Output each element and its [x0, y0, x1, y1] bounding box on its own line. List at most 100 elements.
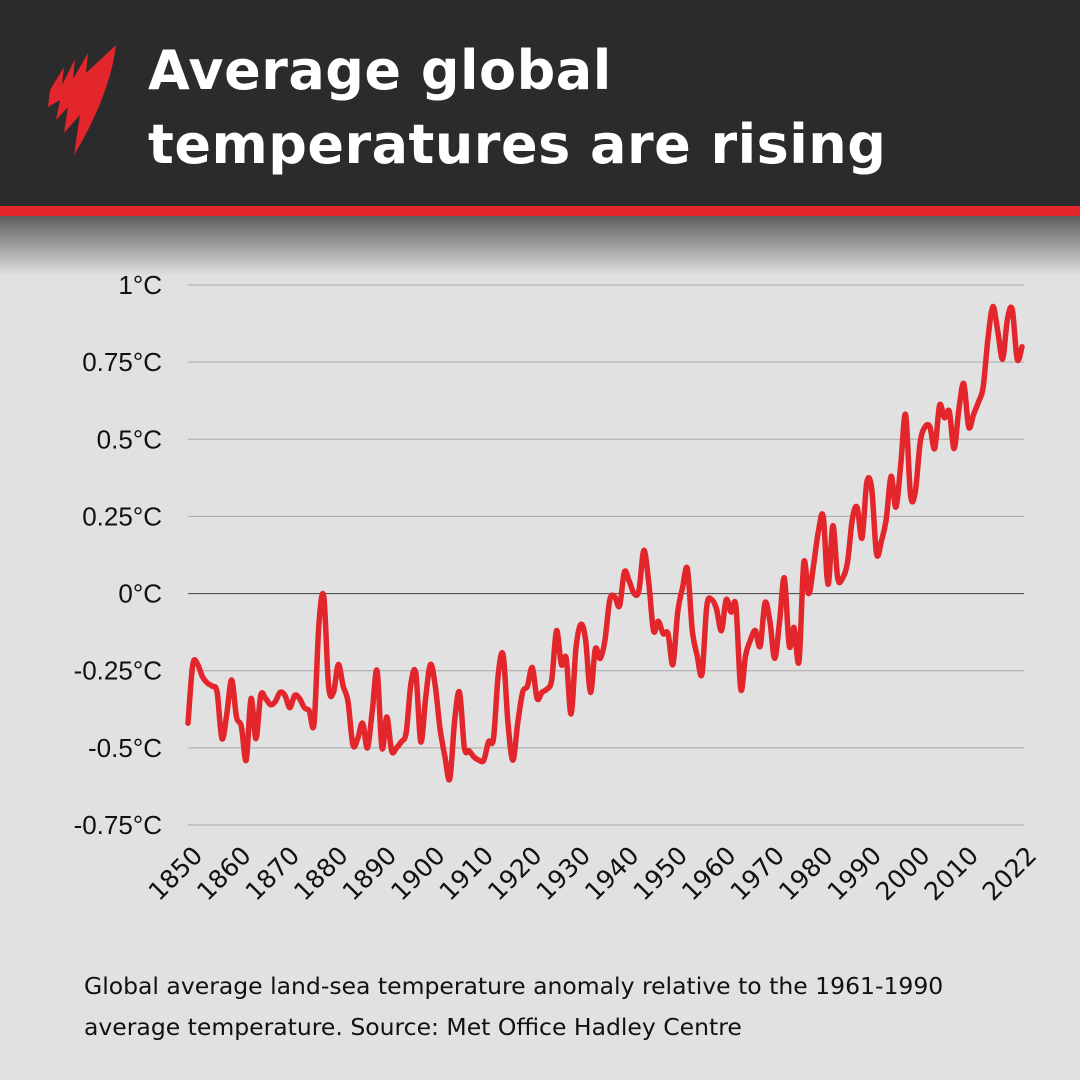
data-point [762, 600, 768, 605]
data-point [738, 687, 743, 692]
data-point [370, 708, 375, 713]
data-point [956, 406, 962, 411]
data-point [447, 776, 452, 781]
x-tick-label: 1970 [725, 841, 790, 906]
data-point [244, 758, 249, 763]
data-point [428, 662, 433, 667]
data-point [374, 668, 380, 673]
data-point [350, 742, 356, 747]
data-point [345, 699, 351, 704]
data-point [248, 696, 254, 701]
x-tick-label: 1910 [434, 841, 499, 906]
temperature-anomaly-line [185, 303, 1025, 783]
data-point [214, 690, 220, 695]
data-point [641, 548, 646, 553]
data-point [200, 674, 205, 680]
data-point [282, 693, 288, 698]
accent-stripe [0, 206, 1080, 216]
data-point [588, 690, 593, 695]
y-tick-label: -0.5°C [88, 733, 162, 763]
data-point [971, 412, 976, 417]
data-point [743, 653, 748, 658]
data-point [520, 690, 525, 695]
data-point [942, 415, 947, 420]
data-point [336, 662, 341, 667]
y-tick-label: 0°C [118, 579, 162, 609]
data-point [583, 637, 588, 643]
data-point [341, 683, 346, 689]
data-point [307, 708, 312, 713]
data-point [879, 538, 884, 544]
data-point [990, 304, 996, 309]
data-point [413, 671, 419, 676]
data-point [816, 529, 821, 535]
data-point [263, 696, 268, 701]
data-point [316, 622, 322, 627]
data-point [408, 680, 414, 686]
data-point [636, 588, 642, 593]
x-tick-label: 1930 [531, 841, 596, 906]
data-point [947, 409, 952, 414]
data-point [462, 745, 467, 751]
data-point [292, 693, 297, 698]
data-point [733, 603, 739, 609]
data-point [830, 523, 836, 528]
data-point [471, 754, 477, 760]
data-point [811, 563, 816, 568]
x-tick-label: 1890 [337, 841, 402, 906]
data-point [496, 671, 501, 676]
data-point [796, 659, 802, 664]
data-point [927, 424, 933, 430]
data-point [694, 653, 700, 658]
x-tick-label: 1850 [143, 841, 208, 906]
data-point [549, 677, 554, 683]
data-point [321, 594, 326, 599]
data-point [525, 683, 530, 689]
data-point [728, 609, 734, 615]
sbs-logo-icon [48, 45, 116, 155]
data-point [234, 714, 239, 720]
data-point [219, 736, 225, 741]
data-point [753, 628, 758, 633]
data-point [185, 721, 191, 726]
data-point [680, 585, 685, 590]
data-point [966, 424, 971, 430]
data-point [273, 699, 278, 704]
data-point [598, 656, 603, 661]
data-point [1015, 356, 1020, 362]
data-point [767, 619, 773, 624]
data-point [423, 696, 428, 701]
data-point [1019, 344, 1025, 349]
data-point [205, 680, 210, 686]
data-point [297, 696, 302, 701]
data-point [913, 489, 918, 494]
data-point [791, 625, 797, 630]
data-point [961, 381, 966, 386]
data-point [467, 748, 472, 754]
data-point [661, 631, 666, 636]
data-point [631, 591, 637, 596]
data-point [665, 631, 671, 636]
data-point [530, 665, 535, 670]
data-point [326, 683, 331, 689]
data-point [442, 754, 448, 760]
data-point [437, 727, 443, 732]
data-point [782, 575, 787, 581]
data-point [995, 329, 1000, 334]
data-point [850, 517, 855, 522]
data-point [801, 560, 806, 565]
data-point [452, 717, 457, 723]
data-point [1005, 316, 1010, 322]
x-tick-label: 1870 [240, 841, 305, 906]
data-point [670, 662, 676, 667]
y-tick-label: 0.25°C [82, 501, 162, 531]
x-tick-label: 1900 [385, 841, 450, 906]
data-point [787, 643, 792, 649]
data-point [903, 412, 908, 417]
data-point [224, 711, 229, 717]
x-tick-label: 1940 [579, 841, 644, 906]
data-point [646, 579, 651, 584]
data-point [704, 603, 709, 609]
header-shadow [0, 216, 1080, 276]
data-point [748, 637, 753, 643]
